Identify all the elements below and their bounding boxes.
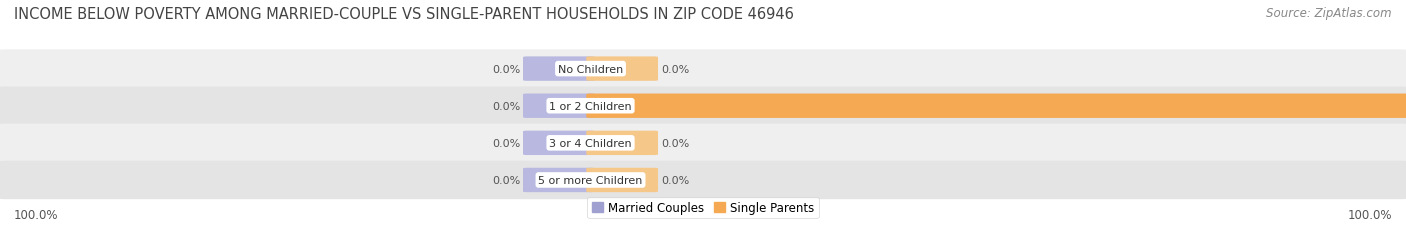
- Text: INCOME BELOW POVERTY AMONG MARRIED-COUPLE VS SINGLE-PARENT HOUSEHOLDS IN ZIP COD: INCOME BELOW POVERTY AMONG MARRIED-COUPL…: [14, 7, 794, 22]
- FancyBboxPatch shape: [523, 168, 595, 192]
- FancyBboxPatch shape: [0, 50, 1406, 88]
- Text: 0.0%: 0.0%: [492, 138, 520, 148]
- FancyBboxPatch shape: [586, 57, 658, 82]
- FancyBboxPatch shape: [0, 87, 1406, 125]
- Legend: Married Couples, Single Parents: Married Couples, Single Parents: [588, 197, 818, 218]
- Text: 3 or 4 Children: 3 or 4 Children: [550, 138, 631, 148]
- Text: Source: ZipAtlas.com: Source: ZipAtlas.com: [1267, 7, 1392, 20]
- Text: 0.0%: 0.0%: [661, 64, 689, 74]
- FancyBboxPatch shape: [523, 57, 595, 82]
- FancyBboxPatch shape: [523, 131, 595, 155]
- Text: 0.0%: 0.0%: [492, 175, 520, 185]
- FancyBboxPatch shape: [0, 161, 1406, 199]
- Text: 0.0%: 0.0%: [661, 138, 689, 148]
- Text: 1 or 2 Children: 1 or 2 Children: [550, 101, 631, 111]
- Text: 100.0%: 100.0%: [1347, 208, 1392, 221]
- Text: 100.0%: 100.0%: [14, 208, 59, 221]
- Text: 0.0%: 0.0%: [492, 101, 520, 111]
- FancyBboxPatch shape: [0, 124, 1406, 162]
- Text: No Children: No Children: [558, 64, 623, 74]
- Text: 5 or more Children: 5 or more Children: [538, 175, 643, 185]
- Text: 0.0%: 0.0%: [492, 64, 520, 74]
- FancyBboxPatch shape: [586, 131, 658, 155]
- FancyBboxPatch shape: [523, 94, 595, 119]
- FancyBboxPatch shape: [586, 94, 1406, 119]
- Text: 0.0%: 0.0%: [661, 175, 689, 185]
- FancyBboxPatch shape: [586, 168, 658, 192]
